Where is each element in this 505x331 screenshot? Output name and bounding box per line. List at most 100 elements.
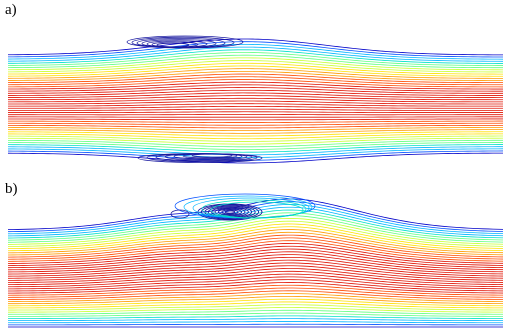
panel-a-label: a) <box>5 2 17 18</box>
streamline <box>7 282 504 294</box>
streamline <box>7 231 504 256</box>
vortex-contour <box>221 209 239 215</box>
streamline <box>7 223 504 250</box>
streamline <box>7 97 503 103</box>
streamline <box>7 137 504 145</box>
streamline <box>7 293 504 302</box>
streamline <box>7 41 504 58</box>
streamline <box>7 62 504 75</box>
streamline <box>8 118 504 121</box>
streamline <box>7 146 504 156</box>
streamline <box>7 298 504 307</box>
streamline <box>7 139 504 148</box>
streamline <box>7 148 504 159</box>
streamline <box>7 268 504 283</box>
streamline <box>8 111 503 113</box>
streamline <box>7 81 503 90</box>
vortex-contour <box>214 207 246 217</box>
streamline <box>7 237 504 260</box>
streamline <box>7 209 504 239</box>
streamline <box>7 68 504 79</box>
secondary-eddy <box>170 209 190 219</box>
streamline <box>7 73 504 84</box>
streamline <box>8 321 503 324</box>
upper-vortex-contour <box>156 42 190 48</box>
streamline <box>7 279 504 292</box>
streamline <box>7 103 503 107</box>
streamline <box>7 100 503 105</box>
streamline <box>7 92 503 98</box>
streamline <box>7 312 504 317</box>
streamline <box>7 135 504 142</box>
streamline <box>8 323 504 326</box>
streamline <box>7 318 504 322</box>
streamline <box>7 215 504 243</box>
streamline <box>7 304 504 311</box>
streamline <box>7 206 504 237</box>
vortex-outer-contour <box>210 201 304 219</box>
streamline <box>7 248 504 269</box>
streamline <box>7 198 504 230</box>
streamline <box>7 226 504 252</box>
streamline <box>7 95 504 101</box>
streamline <box>7 256 504 275</box>
streamline <box>7 70 504 81</box>
streamline <box>7 276 504 290</box>
streamline <box>7 315 504 319</box>
streamline <box>7 201 504 233</box>
streamline <box>7 307 504 313</box>
streamline <box>7 84 504 92</box>
streamline <box>7 309 504 315</box>
streamline <box>7 49 504 64</box>
vortex-contour <box>200 204 260 220</box>
streamline <box>7 287 504 298</box>
streamline <box>7 265 504 281</box>
streamline <box>8 108 503 111</box>
streamline <box>7 245 504 266</box>
streamline <box>7 76 504 86</box>
streamline <box>7 217 504 245</box>
streamline <box>7 46 504 62</box>
streamline <box>8 105 503 109</box>
streamline <box>7 290 504 300</box>
streamline <box>7 87 503 94</box>
streamline <box>7 133 504 140</box>
streamline <box>7 152 504 164</box>
streamline <box>7 284 504 296</box>
streamline <box>7 229 504 254</box>
streamline <box>7 234 504 258</box>
streamline <box>7 273 504 288</box>
streamline <box>7 89 504 96</box>
streamline <box>7 240 504 262</box>
streamline <box>7 254 504 273</box>
streamline <box>7 131 504 137</box>
streamline <box>7 251 504 271</box>
streamline <box>7 65 504 77</box>
streamline <box>7 295 504 305</box>
streamline <box>7 259 504 277</box>
streamline <box>7 79 504 88</box>
streamline <box>7 127 504 132</box>
streamline <box>8 120 503 123</box>
streamline <box>7 243 504 264</box>
vortex-contour <box>217 208 243 216</box>
panel-b-label: b) <box>5 181 18 197</box>
streamline <box>7 44 504 60</box>
streamline <box>7 129 503 134</box>
streamline <box>7 301 504 309</box>
streamline <box>7 122 504 126</box>
streamline <box>7 57 504 71</box>
streamline <box>7 60 504 73</box>
streamline <box>7 144 504 153</box>
streamline <box>7 54 504 69</box>
streamline <box>7 270 504 286</box>
streamline <box>7 220 504 247</box>
streamline <box>7 262 504 279</box>
streamline <box>7 52 504 66</box>
lower-vortex-contour <box>191 153 233 158</box>
streamline <box>7 124 503 129</box>
streamline <box>7 38 504 56</box>
panel-b-streamlines <box>7 193 504 328</box>
panel-a-streamlines <box>7 35 504 164</box>
